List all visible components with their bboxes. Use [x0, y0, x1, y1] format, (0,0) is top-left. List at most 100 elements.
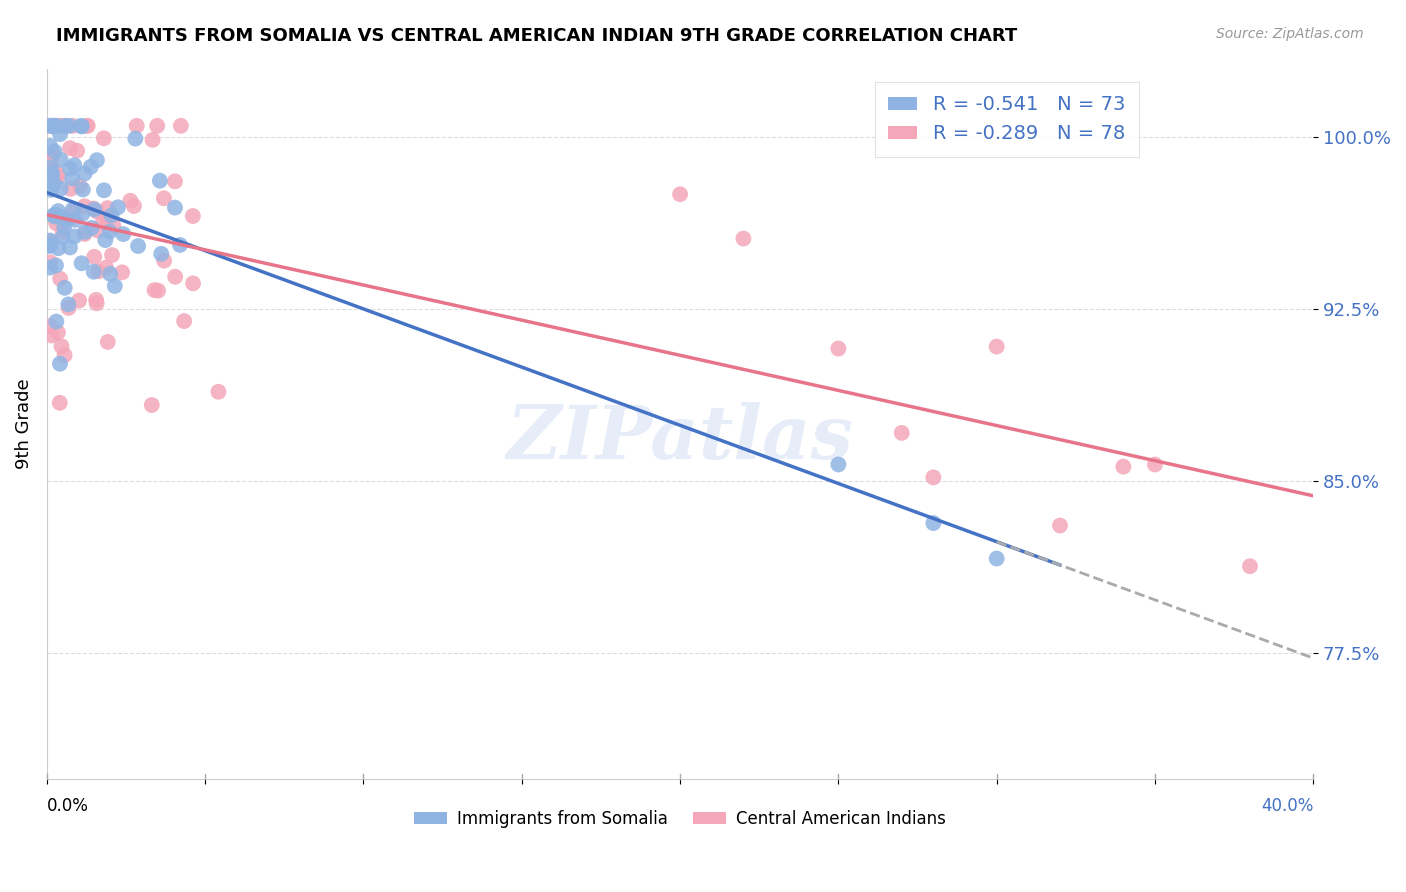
Point — [41, 169, 63, 183]
Point — [67, 293, 90, 308]
Point — [53, 219, 76, 234]
Text: Source: ZipAtlas.com: Source: ZipAtlas.com — [1216, 27, 1364, 41]
Point — [59, 240, 82, 254]
Legend: Immigrants from Somalia, Central American Indians: Immigrants from Somalia, Central America… — [408, 803, 953, 835]
Point — [83, 250, 105, 264]
Point — [53, 348, 76, 362]
Y-axis label: 9th Grade: 9th Grade — [15, 378, 32, 469]
Point — [70, 119, 93, 133]
Point — [170, 119, 193, 133]
Point — [44, 119, 66, 133]
Point — [141, 398, 163, 412]
Point — [60, 171, 83, 186]
Point — [45, 314, 67, 328]
Point — [181, 209, 204, 223]
Point — [83, 265, 105, 279]
Point — [733, 231, 755, 245]
Text: 40.0%: 40.0% — [1261, 797, 1313, 815]
Point — [44, 119, 66, 133]
Point — [112, 227, 135, 241]
Point — [62, 202, 84, 217]
Point — [83, 202, 105, 217]
Point — [1112, 459, 1135, 474]
Point — [153, 253, 176, 268]
Point — [104, 279, 127, 293]
Point — [39, 260, 62, 275]
Point — [48, 210, 70, 224]
Point — [42, 162, 65, 177]
Point — [150, 247, 173, 261]
Point — [100, 209, 122, 223]
Point — [97, 201, 120, 215]
Point — [111, 265, 134, 279]
Point — [73, 166, 96, 180]
Point — [827, 342, 849, 356]
Point — [41, 328, 63, 343]
Point — [76, 119, 98, 133]
Point — [58, 297, 80, 311]
Point — [103, 219, 125, 233]
Point — [94, 260, 117, 275]
Point — [70, 256, 93, 270]
Point — [39, 161, 62, 175]
Point — [41, 119, 63, 133]
Point — [922, 516, 945, 530]
Point — [46, 326, 69, 340]
Point — [39, 165, 62, 179]
Point — [669, 187, 692, 202]
Point — [39, 119, 62, 133]
Point — [39, 183, 62, 197]
Point — [62, 204, 84, 219]
Point — [49, 272, 72, 286]
Point — [143, 283, 166, 297]
Point — [120, 194, 142, 208]
Point — [86, 204, 108, 219]
Point — [52, 230, 75, 244]
Point — [146, 284, 169, 298]
Point — [93, 131, 115, 145]
Point — [48, 119, 70, 133]
Point — [45, 259, 67, 273]
Point — [98, 225, 121, 239]
Point — [39, 234, 62, 248]
Point — [153, 191, 176, 205]
Point — [55, 119, 77, 133]
Point — [72, 182, 94, 196]
Point — [44, 210, 66, 224]
Point — [42, 208, 65, 222]
Point — [63, 229, 86, 244]
Point — [101, 248, 124, 262]
Point — [96, 211, 118, 226]
Point — [49, 182, 72, 196]
Point — [91, 216, 114, 230]
Point — [986, 551, 1008, 566]
Point — [51, 225, 73, 239]
Point — [163, 174, 186, 188]
Point — [890, 425, 912, 440]
Point — [48, 169, 70, 184]
Point — [53, 281, 76, 295]
Point — [73, 199, 96, 213]
Point — [49, 153, 72, 167]
Point — [59, 141, 82, 155]
Point — [44, 169, 66, 184]
Point — [163, 201, 186, 215]
Point — [42, 119, 65, 133]
Point — [84, 293, 107, 307]
Point — [97, 334, 120, 349]
Point — [922, 470, 945, 484]
Text: ZIPatlas: ZIPatlas — [506, 401, 853, 475]
Point — [45, 208, 67, 222]
Point — [165, 269, 187, 284]
Point — [48, 396, 70, 410]
Point — [51, 339, 73, 353]
Point — [173, 314, 195, 328]
Point — [46, 204, 69, 219]
Point — [1239, 559, 1261, 574]
Point — [39, 238, 62, 252]
Point — [59, 161, 82, 176]
Text: 0.0%: 0.0% — [46, 797, 89, 815]
Point — [41, 166, 63, 180]
Point — [207, 384, 229, 399]
Point — [94, 233, 117, 247]
